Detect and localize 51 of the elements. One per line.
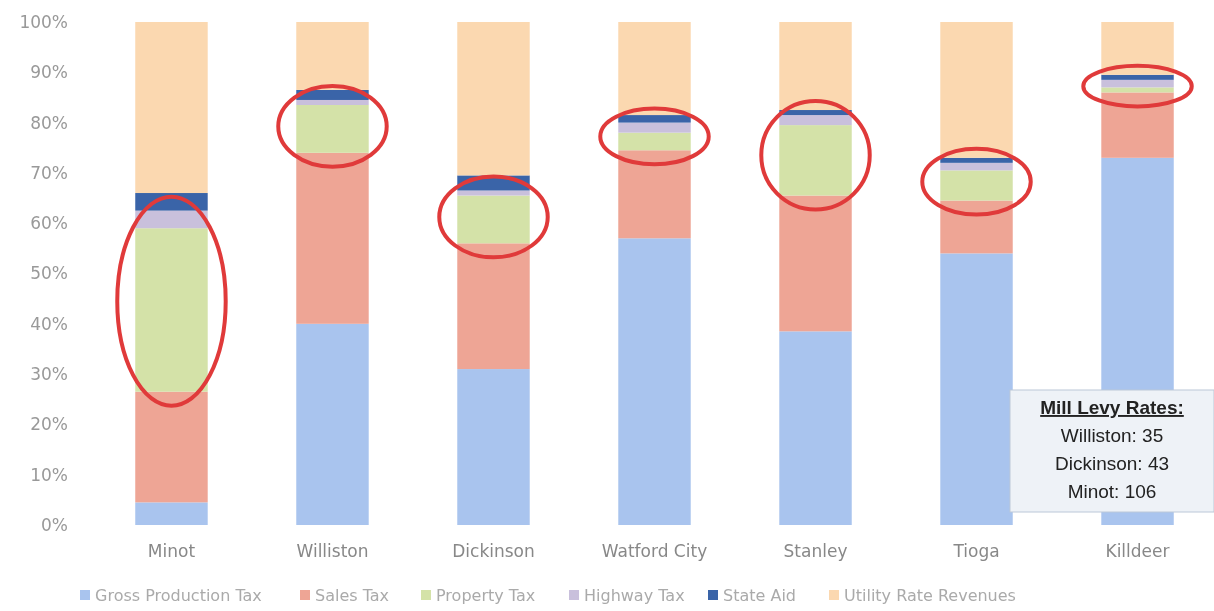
bar [135,391,208,503]
y-tick-label: 60% [30,213,68,234]
bar [457,195,530,244]
bar [1101,79,1174,88]
x-tick-label: Killdeer [1105,541,1170,561]
y-tick-label: 10% [30,464,68,485]
bar [940,170,1013,201]
bar [457,190,530,196]
legend-label: Utility Rate Revenues [844,586,1016,605]
legend-label: Property Tax [436,586,536,605]
bar [296,99,369,105]
bar [779,125,852,196]
bar [779,115,852,126]
bar [1101,74,1174,80]
bar [618,115,691,123]
bar [1101,87,1174,93]
y-tick-label: 80% [30,112,68,133]
y-tick-label: 100% [19,11,68,32]
annotation: Mill Levy Rates: [1040,397,1184,418]
annotation: Dickinson: 43 [1054,453,1170,474]
bar [779,331,852,525]
y-tick-label: 30% [30,364,68,385]
bar [940,157,1013,163]
annotation: Williston: 35 [1060,425,1164,446]
y-tick-label: 50% [30,263,68,284]
legend-label: Gross Production Tax [95,586,262,605]
y-tick-label: 70% [30,162,68,183]
annotation: Minot: 106 [1067,481,1157,502]
bar [296,105,369,153]
x-tick-label: Watford City [601,541,708,561]
x-tick-label: Stanley [783,541,848,561]
bar [296,323,369,525]
x-tick-label: Tioga [952,541,1000,561]
y-tick-label: 90% [30,62,68,83]
x-tick-label: Williston [296,541,369,561]
bar [940,253,1013,525]
bar [940,162,1013,171]
y-tick-label: 0% [41,514,68,535]
y-tick-label: 40% [30,313,68,334]
legend-label: State Aid [723,586,796,605]
bar [618,122,691,133]
legend-label: Highway Tax [584,586,685,605]
legend-label: Sales Tax [315,586,390,605]
bar [618,132,691,151]
bar [135,228,208,392]
bar [618,238,691,525]
y-tick-label: 20% [30,414,68,435]
bar [135,502,208,525]
x-tick-label: Minot [147,541,196,561]
x-tick-label: Dickinson [452,541,535,561]
bar [457,369,530,525]
